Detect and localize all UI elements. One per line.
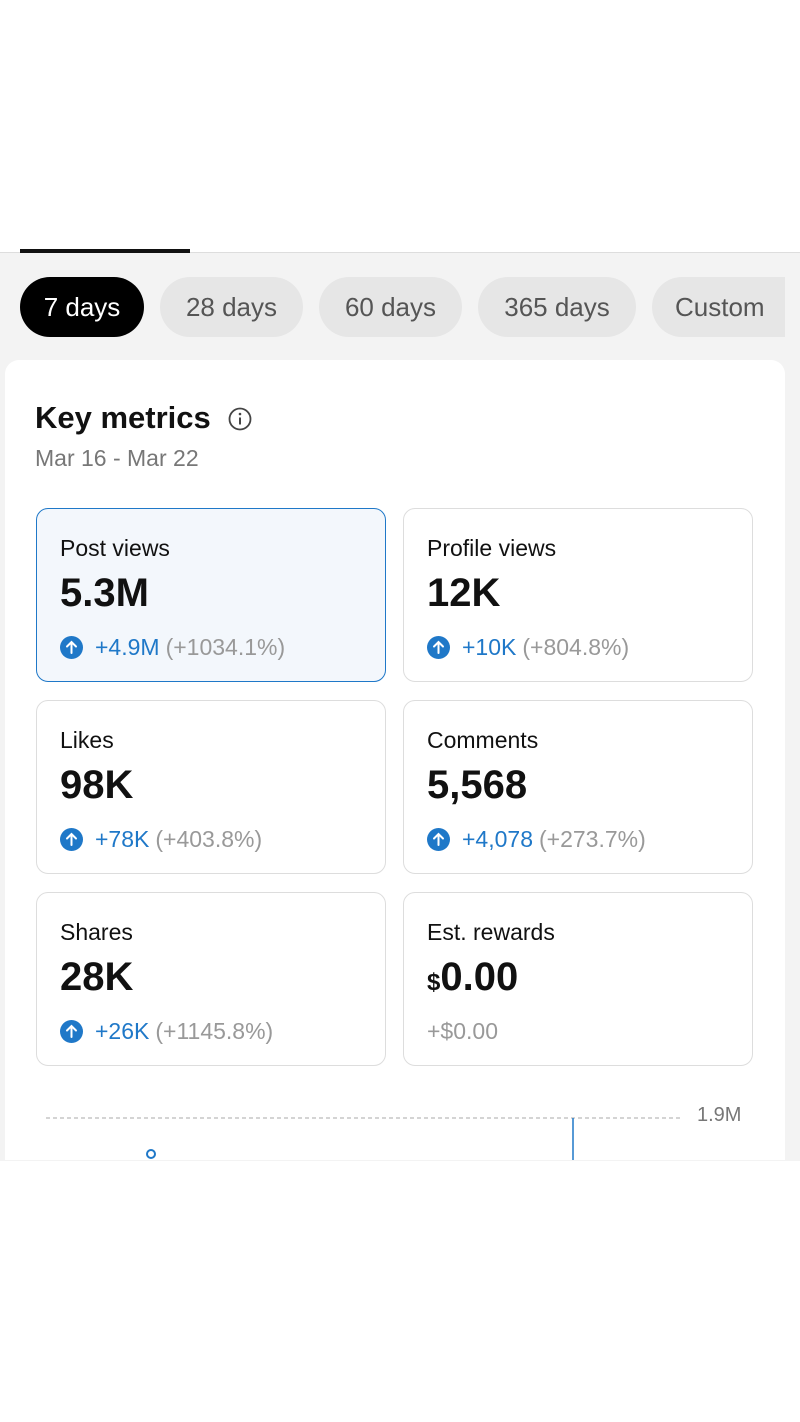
arrow-svg	[60, 828, 83, 851]
metric-label: Likes	[60, 727, 114, 753]
change-value: +4,078	[462, 826, 533, 852]
up-arrow-icon	[427, 636, 450, 659]
metric-value: 5.3M	[60, 571, 149, 616]
metric-change: +10K (+804.8%)	[427, 634, 629, 661]
value-text: 5.3M	[60, 571, 149, 615]
change-value: +10K	[462, 634, 517, 660]
metric-card[interactable]: Post views 5.3M +4.9M (+1034.1%)	[36, 508, 386, 682]
arrow-svg	[427, 636, 450, 659]
up-arrow-icon	[60, 828, 83, 851]
metric-label: Post views	[60, 535, 170, 561]
up-arrow-icon	[60, 636, 83, 659]
metric-value: 5,568	[427, 763, 527, 808]
change-value: +78K	[95, 826, 150, 852]
value-text: 98K	[60, 763, 134, 807]
tab-pill[interactable]: 28 days	[160, 277, 303, 337]
metric-label: Comments	[427, 727, 539, 753]
value-text: 5,568	[427, 763, 528, 807]
change-percent: (+403.8%)	[155, 826, 263, 852]
change-value: +$0.00	[427, 1018, 498, 1044]
change-value: +26K	[95, 1018, 150, 1044]
info-icon[interactable]	[228, 407, 252, 431]
tab-pill[interactable]: 7 days	[20, 277, 144, 337]
metric-value: 12K	[427, 571, 500, 616]
change-percent: (+1034.1%)	[165, 634, 286, 660]
chart-fragment	[46, 1117, 680, 1160]
metric-change: +78K (+403.8%)	[60, 826, 262, 853]
tab-pill[interactable]: Custom	[652, 277, 785, 337]
metric-card[interactable]: Shares 28K +26K (+1145.8%)	[36, 892, 386, 1066]
change-value: +4.9M	[95, 634, 160, 660]
change-percent: (+1145.8%)	[155, 1018, 274, 1044]
metric-card[interactable]: Est. rewards $0.00 +$0.00	[403, 892, 753, 1066]
date-range: Mar 16 - Mar 22	[35, 445, 199, 471]
metric-label: Profile views	[427, 535, 557, 561]
up-arrow-icon	[60, 1020, 83, 1043]
arrow-svg	[60, 1020, 83, 1043]
metric-card[interactable]: Profile views 12K +10K (+804.8%)	[403, 508, 753, 682]
arrow-svg	[60, 636, 83, 659]
section-title: Key metrics	[35, 400, 211, 435]
metric-card[interactable]: Comments 5,568 +4,078 (+273.7%)	[403, 700, 753, 874]
metric-change: +26K (+1145.8%)	[60, 1018, 273, 1045]
value-text: 0.00	[440, 955, 519, 999]
metric-value: $0.00	[427, 955, 518, 1000]
metric-card[interactable]: Likes 98K +78K (+403.8%)	[36, 700, 386, 874]
metric-change: +4,078 (+273.7%)	[427, 826, 646, 853]
metric-label: Shares	[60, 919, 133, 945]
value-text: 28K	[60, 955, 134, 999]
change-percent: (+804.8%)	[522, 634, 630, 660]
tab-pill[interactable]: 365 days	[478, 277, 636, 337]
currency-symbol: $	[427, 969, 441, 996]
metric-change: +4.9M (+1034.1%)	[60, 634, 285, 661]
axis-label: 1.9M	[697, 1104, 742, 1126]
metric-value: 28K	[60, 955, 133, 1000]
value-text: 12K	[427, 571, 501, 615]
metric-change: +$0.00	[427, 1018, 498, 1045]
change-percent: (+273.7%)	[539, 826, 646, 852]
arrow-svg	[427, 828, 450, 851]
metric-label: Est. rewards	[427, 919, 555, 945]
metric-value: 98K	[60, 763, 133, 808]
tab-indicator	[20, 249, 190, 253]
up-arrow-icon	[427, 828, 450, 851]
tab-pill[interactable]: 60 days	[319, 277, 462, 337]
